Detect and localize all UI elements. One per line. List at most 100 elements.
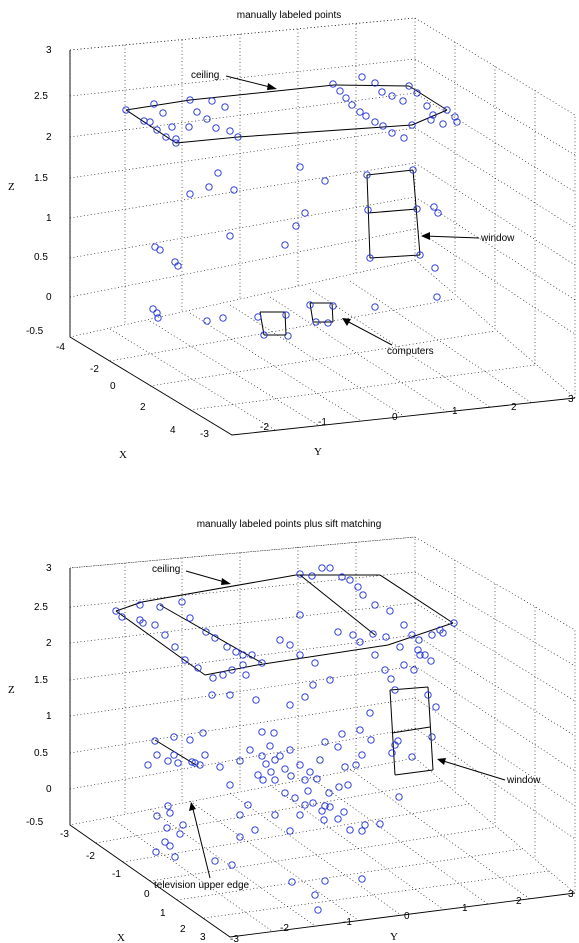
data-point [359, 591, 367, 599]
annotations: ceiling window television upper edge [152, 564, 541, 891]
data-point [369, 630, 377, 638]
data-point [161, 631, 169, 639]
data-point [228, 861, 236, 869]
window-arrow [423, 235, 480, 239]
data-point [161, 838, 169, 846]
data-point [276, 752, 284, 760]
data-point [405, 82, 413, 90]
data-point [326, 803, 334, 811]
annotation-window: window [506, 775, 541, 786]
wireframe-segment [115, 610, 206, 676]
data-point [254, 313, 262, 321]
data-point [162, 133, 170, 141]
data-point [363, 171, 371, 179]
computers-arrow [344, 319, 393, 346]
z-tick-label: -0.5 [26, 817, 44, 828]
chart-manually-labeled-points: manually labeled points [8, 10, 576, 461]
data-point [434, 209, 442, 217]
data-point [326, 676, 334, 684]
data-point [170, 733, 178, 741]
data-point [172, 139, 180, 147]
data-point [118, 613, 126, 621]
z-tick-labels: 3 2.5 2 1.5 1 0.5 0 -0.5 [26, 45, 52, 337]
data-point [201, 751, 209, 759]
data-point [326, 564, 334, 572]
data-point [428, 631, 436, 639]
data-point [400, 621, 408, 629]
data-point [202, 628, 210, 636]
data-point [378, 88, 386, 96]
data-point [144, 761, 152, 769]
data-point [270, 729, 278, 737]
data-point [159, 109, 167, 117]
z-tick-label: 0.5 [34, 748, 48, 759]
chart-title: manually labeled points [237, 10, 342, 21]
data-point [266, 742, 274, 750]
data-point [193, 108, 201, 116]
data-point [342, 94, 350, 102]
data-point [346, 576, 354, 584]
data-point [178, 598, 186, 606]
data-point [313, 775, 321, 783]
data-point [258, 728, 266, 736]
data-point [252, 696, 260, 704]
data-point [146, 118, 154, 126]
data-point [311, 659, 319, 667]
data-point [226, 781, 234, 789]
data-point [179, 821, 187, 829]
data-point [136, 601, 144, 609]
data-point [153, 126, 161, 134]
wireframe-segment [189, 84, 335, 101]
data-point [191, 759, 199, 767]
data-point [400, 134, 408, 142]
data-point [163, 824, 171, 832]
y-tick-label: -2 [280, 923, 289, 934]
wireframe-segment [379, 574, 454, 624]
data-point [216, 763, 224, 771]
data-points [112, 564, 458, 914]
z-tick-label: 2 [46, 638, 52, 649]
data-point [281, 765, 289, 773]
x-tick-label: 2 [140, 402, 146, 413]
data-point [286, 827, 294, 835]
data-point [312, 318, 320, 326]
data-point [292, 222, 300, 230]
data-point [258, 659, 266, 667]
z-tick-label: 0.5 [34, 252, 48, 263]
data-point [429, 111, 437, 119]
x-tick-label: 1 [160, 908, 166, 919]
data-point [379, 122, 387, 130]
data-point [424, 691, 432, 699]
data-point [153, 309, 161, 317]
z-tick-label: 1 [46, 213, 52, 224]
data-point [174, 262, 182, 270]
data-point [296, 651, 304, 659]
data-point [226, 127, 234, 135]
annotation-ceiling: ceiling [191, 70, 219, 81]
z-tick-label: 1 [46, 711, 52, 722]
data-point [321, 802, 329, 810]
data-point [334, 743, 342, 751]
data-point [301, 209, 309, 217]
data-point [276, 636, 284, 644]
data-point [321, 877, 329, 885]
data-point [271, 811, 279, 819]
data-point [234, 133, 242, 141]
data-point [316, 756, 324, 764]
data-point [122, 106, 130, 114]
wireframe-segment [125, 109, 177, 144]
data-point [324, 319, 332, 327]
data-point [236, 811, 244, 819]
wireframe-segment [125, 99, 191, 111]
y-tick-label: -2 [260, 422, 269, 433]
data-point [223, 643, 231, 651]
data-point [352, 761, 360, 769]
data-point [382, 633, 390, 641]
ceiling-arrowhead [267, 83, 277, 90]
chart-title: manually labeled points plus sift matchi… [197, 519, 382, 530]
data-point [296, 761, 304, 769]
data-point [306, 301, 314, 309]
data-point [334, 815, 342, 823]
data-point [321, 177, 329, 185]
y-tick-label: 2 [511, 402, 517, 413]
